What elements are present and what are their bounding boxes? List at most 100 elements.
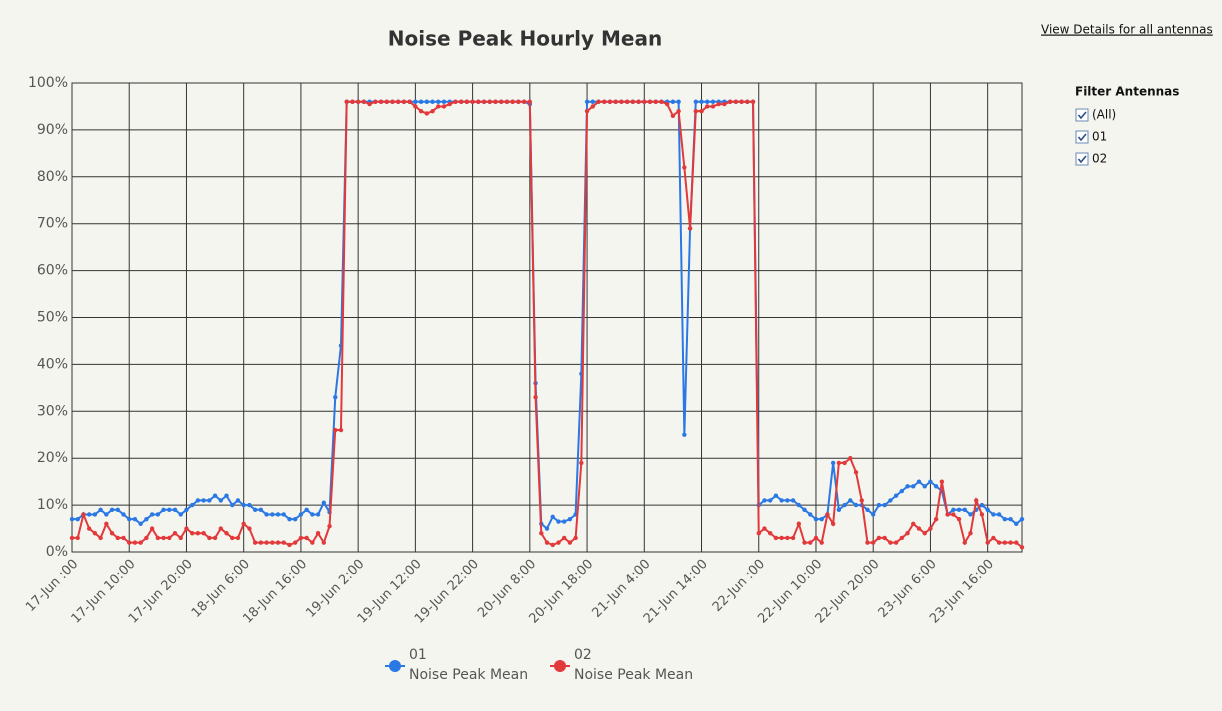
data-point (270, 540, 275, 545)
data-point (81, 512, 86, 517)
data-point (974, 498, 979, 503)
data-point (115, 535, 120, 541)
data-point (710, 99, 716, 104)
data-point (132, 516, 138, 522)
data-point (212, 535, 218, 541)
data-point (499, 99, 504, 104)
data-point (436, 104, 441, 109)
data-point (207, 535, 212, 541)
data-point (109, 531, 115, 536)
data-point (367, 101, 372, 107)
data-point (991, 512, 996, 517)
details-link[interactable]: View Details for all antennas (1041, 23, 1213, 37)
data-point (945, 512, 950, 517)
data-point (287, 542, 292, 548)
data-point (670, 113, 676, 119)
data-point (876, 502, 882, 508)
data-point (911, 484, 916, 489)
data-point (247, 502, 252, 508)
data-point (888, 540, 893, 545)
data-point (842, 502, 847, 508)
data-point (544, 526, 550, 531)
checkbox[interactable] (1075, 108, 1089, 122)
data-point (848, 498, 853, 503)
data-point (281, 540, 286, 545)
data-point (230, 535, 235, 541)
data-point (138, 540, 143, 545)
data-point (853, 470, 859, 475)
data-point (899, 488, 905, 494)
data-point (550, 542, 555, 548)
y-tick-label: 0% (46, 544, 68, 560)
data-point (705, 99, 710, 104)
data-point (596, 99, 601, 104)
data-point (270, 512, 275, 517)
data-point (773, 493, 779, 498)
y-tick-label: 60% (37, 263, 68, 279)
y-tick-label: 20% (37, 450, 68, 466)
data-point (819, 540, 824, 545)
legend-name: 02 (574, 647, 592, 663)
series-line (72, 100, 1023, 531)
data-point (430, 99, 435, 104)
data-point (464, 99, 470, 104)
data-point (207, 498, 212, 503)
checkbox[interactable] (1075, 152, 1089, 166)
data-point (790, 498, 796, 503)
data-point (247, 526, 252, 531)
data-point (630, 99, 636, 104)
data-point (241, 521, 246, 527)
filter-label[interactable]: 02 (1092, 152, 1107, 166)
data-point (304, 507, 309, 512)
data-point (155, 512, 161, 517)
y-tick-label: 40% (37, 356, 68, 372)
x-tick-label: 17-Jun :00 (23, 557, 81, 615)
data-point (893, 540, 899, 545)
data-point (779, 535, 784, 541)
data-point (218, 498, 223, 503)
x-tick-label: 22-Jun :00 (710, 557, 768, 615)
data-point (561, 535, 567, 541)
data-point (458, 99, 464, 104)
data-point (172, 507, 178, 512)
data-point (859, 498, 864, 503)
data-point (321, 500, 327, 505)
data-point (647, 99, 653, 104)
data-point (292, 516, 298, 522)
data-point (275, 512, 281, 517)
data-point (275, 540, 281, 545)
data-point (619, 99, 624, 104)
data-point (298, 512, 304, 517)
data-point (956, 516, 962, 522)
data-point (413, 99, 418, 104)
data-point (956, 507, 962, 512)
data-point (224, 493, 229, 498)
data-point (333, 395, 338, 400)
data-point (121, 535, 126, 541)
data-point (733, 99, 739, 104)
data-point (745, 99, 750, 104)
data-point (1019, 545, 1025, 550)
data-point (968, 512, 973, 517)
data-point (447, 101, 452, 107)
data-point (785, 498, 790, 503)
checkbox[interactable] (1075, 130, 1089, 144)
data-point (264, 512, 269, 517)
data-point (808, 540, 813, 545)
filter-label[interactable]: (All) (1092, 108, 1116, 122)
data-point (109, 507, 115, 512)
filter-label[interactable]: 01 (1092, 130, 1107, 144)
data-point (882, 535, 887, 541)
data-point (939, 479, 945, 484)
data-point (670, 99, 676, 104)
data-point (905, 484, 910, 489)
data-point (86, 526, 92, 531)
data-point (682, 432, 687, 437)
data-point (310, 512, 315, 517)
data-point (727, 99, 733, 104)
data-point (487, 99, 492, 104)
data-point (258, 507, 264, 512)
data-point (636, 99, 641, 104)
check-mark (1077, 155, 1087, 164)
data-point (556, 540, 561, 545)
